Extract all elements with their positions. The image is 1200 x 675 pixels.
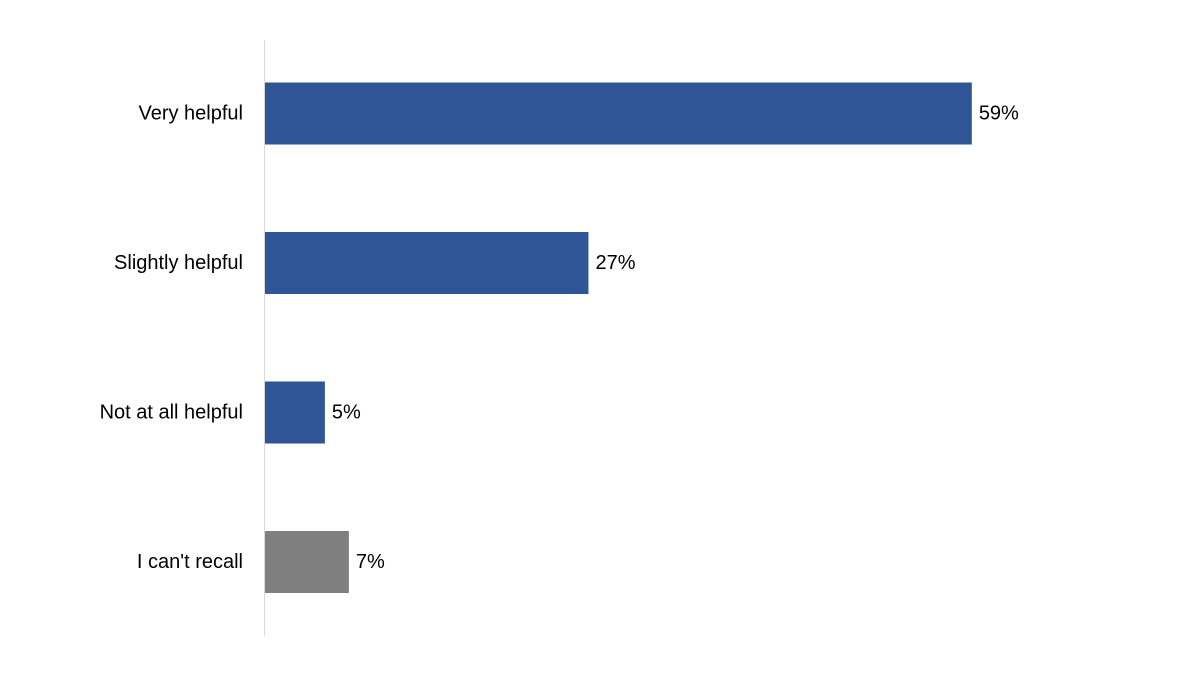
category-label-2: Not at all helpful bbox=[100, 402, 243, 424]
category-label-3: I can't recall bbox=[137, 551, 243, 573]
category-label-1: Slightly helpful bbox=[114, 252, 243, 274]
value-label-2: 5% bbox=[332, 402, 361, 424]
bar-0 bbox=[265, 82, 972, 145]
value-label-1: 27% bbox=[595, 252, 635, 274]
bar-1 bbox=[265, 232, 589, 294]
value-label-0: 59% bbox=[979, 103, 1019, 125]
bars-group bbox=[265, 82, 972, 593]
bar-3 bbox=[265, 531, 349, 593]
labels-group: Very helpful 59% Slightly helpful 27% Not at… bbox=[100, 103, 1019, 574]
category-label-0: Very helpful bbox=[138, 103, 243, 125]
value-label-3: 7% bbox=[356, 551, 385, 573]
bar-2 bbox=[265, 381, 325, 444]
